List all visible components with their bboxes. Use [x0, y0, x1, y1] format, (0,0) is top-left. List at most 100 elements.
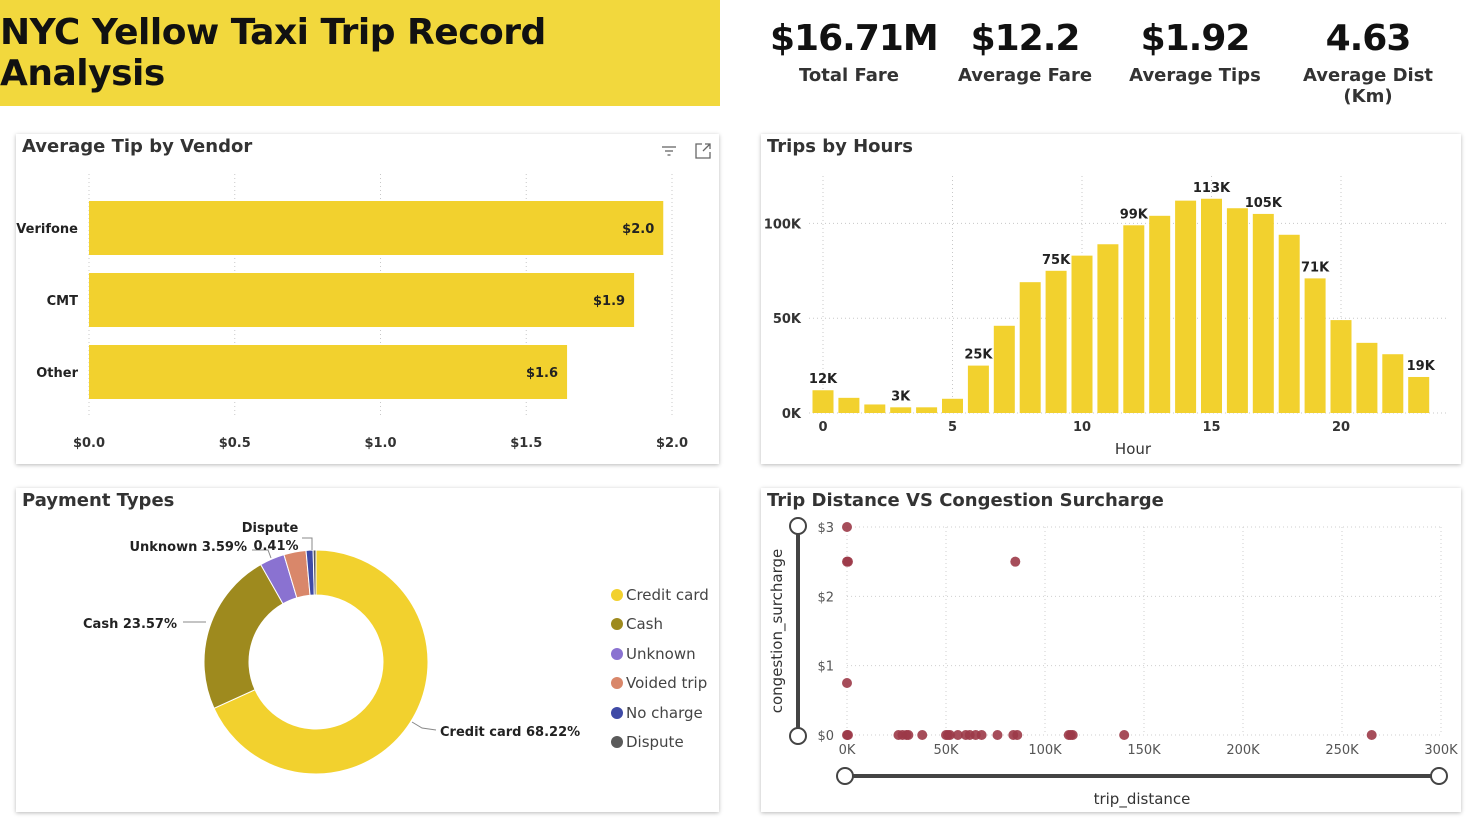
data-label: $1.6: [526, 366, 558, 381]
data-label: Unknown 3.59%: [129, 540, 247, 555]
legend-item[interactable]: Credit card: [611, 580, 709, 610]
x-tick-label: 10: [1073, 420, 1091, 435]
bar: [1356, 342, 1378, 413]
dashboard-title: NYC Yellow Taxi Trip Record Analysis: [0, 12, 546, 94]
bar: [1175, 200, 1197, 413]
filter-icon[interactable]: [660, 142, 678, 160]
legend-item[interactable]: Cash: [611, 610, 709, 640]
kpi-average-tips: $1.92 Average Tips: [1120, 18, 1270, 86]
legend-item[interactable]: Unknown: [611, 639, 709, 669]
kpi-average-distance: 4.63 Average Dist (Km): [1282, 18, 1454, 107]
donut-slice: [312, 549, 317, 596]
legend-item[interactable]: Dispute: [611, 728, 709, 758]
x-axis-title: Hour: [1115, 440, 1152, 458]
data-label: 99K: [1120, 207, 1149, 222]
chart-title: Trips by Hours: [767, 136, 913, 157]
y-zoom-slider-handle: [789, 727, 807, 745]
legend-item[interactable]: No charge: [611, 698, 709, 728]
y-axis-title: congestion_surcharge: [768, 549, 787, 714]
x-tick-label: 15: [1202, 420, 1220, 435]
scatter-point: [842, 522, 852, 532]
x-tick-label: 100K: [1028, 743, 1062, 758]
bar: [838, 397, 860, 413]
legend-marker: [611, 588, 623, 601]
focus-mode-icon[interactable]: [694, 142, 712, 160]
kpi-value: 4.63: [1325, 18, 1412, 59]
distance-vs-surcharge-card[interactable]: Trip Distance VS Congestion Surcharge $0…: [761, 488, 1461, 812]
x-tick-label: 0K: [839, 743, 856, 758]
kpi-value: $1.92: [1140, 18, 1251, 59]
y-tick-label: 100K: [764, 217, 802, 232]
kpi-label: Average Tips: [1129, 65, 1261, 86]
bar: [864, 404, 886, 413]
category-label: Verifone: [16, 222, 78, 237]
scatter-point: [1012, 730, 1023, 740]
bar: [1252, 213, 1274, 413]
average-tip-by-vendor-card[interactable]: Average Tip by Vendor $0.0 $0.5 $1.0 $1.5 $2…: [16, 134, 719, 464]
trips-by-hours-card[interactable]: Trips by Hours 0K 50K 100K 12K 3K 25K 75K 99K 11…: [761, 134, 1461, 464]
data-label: 12K: [809, 372, 838, 387]
data-label: 113K: [1193, 181, 1231, 196]
x-tick-label: $0.5: [219, 436, 251, 451]
x-tick-label: 0: [818, 420, 827, 435]
bar: [1278, 234, 1300, 413]
kpi-total-fare: $16.71M Total Fare: [770, 18, 939, 86]
kpi-average-fare: $12.2 Average Fare: [950, 18, 1100, 86]
y-tick-label: $0: [817, 729, 834, 744]
data-label: $2.0: [622, 222, 654, 237]
leader-line: [302, 537, 313, 550]
bar: [89, 273, 635, 327]
legend-label: Unknown: [626, 644, 696, 663]
data-label: Cash 23.57%: [83, 617, 177, 632]
scatter-point: [903, 730, 914, 740]
y-tick-label: 0K: [782, 407, 802, 422]
scatter-chart: $0 $1 $2 $3 0K 50K 100K 150K 200K 250K 300K trip_di…: [768, 517, 1458, 809]
bar: [1019, 282, 1041, 413]
kpi-label: Total Fare: [799, 65, 899, 86]
legend-label: Voided trip: [626, 674, 708, 693]
chart-title: Payment Types: [22, 490, 175, 511]
bar: [1071, 255, 1093, 413]
x-tick-label: $1.5: [510, 436, 542, 451]
bar: [1123, 225, 1145, 413]
x-tick-label: $0.0: [73, 436, 105, 451]
legend-item[interactable]: Voided trip: [611, 669, 709, 699]
x-tick-label: 150K: [1127, 743, 1161, 758]
bar: [89, 345, 568, 399]
leader-line: [411, 721, 437, 731]
legend-marker: [611, 618, 623, 631]
x-tick-label: $1.0: [364, 436, 396, 451]
scatter-point: [1119, 730, 1130, 740]
category-label: Other: [36, 366, 78, 381]
payment-types-card[interactable]: Payment Types Credit card 68.22% Cash 23.…: [16, 488, 719, 812]
data-label: Dispute: [242, 521, 299, 536]
y-tick-label: $3: [817, 521, 834, 536]
donut-slice: [203, 563, 284, 709]
y-tick-label: $2: [817, 590, 834, 605]
scatter-point: [976, 730, 987, 740]
legend-marker: [611, 706, 623, 719]
data-label: 25K: [964, 348, 993, 363]
bar: [1330, 320, 1352, 413]
bar: [1226, 208, 1248, 413]
x-axis-title: trip_distance: [1094, 790, 1191, 809]
bar: [1149, 215, 1171, 413]
payment-legend: Credit card Cash Unknown Voided trip No char…: [611, 580, 709, 757]
scatter-point: [842, 556, 853, 567]
donut-slice: [213, 549, 429, 775]
bar: [1382, 354, 1404, 413]
x-tick-label: 250K: [1325, 743, 1359, 758]
data-label: $1.9: [593, 294, 625, 309]
x-tick-label: 5: [948, 420, 957, 435]
bar: [89, 201, 664, 255]
data-label: 105K: [1245, 196, 1283, 211]
payment-donut-chart: Credit card 68.22% Cash 23.57% Unknown 3.5…: [83, 521, 580, 775]
bar: [942, 398, 963, 413]
bar: [890, 407, 912, 413]
kpi-label: Average Fare: [957, 65, 1093, 86]
x-tick-label: 200K: [1226, 743, 1260, 758]
category-label: CMT: [47, 294, 78, 309]
x-zoom-slider-handle: [836, 767, 854, 785]
chart-title: Trip Distance VS Congestion Surcharge: [767, 490, 1164, 511]
scatter-point: [917, 730, 928, 740]
